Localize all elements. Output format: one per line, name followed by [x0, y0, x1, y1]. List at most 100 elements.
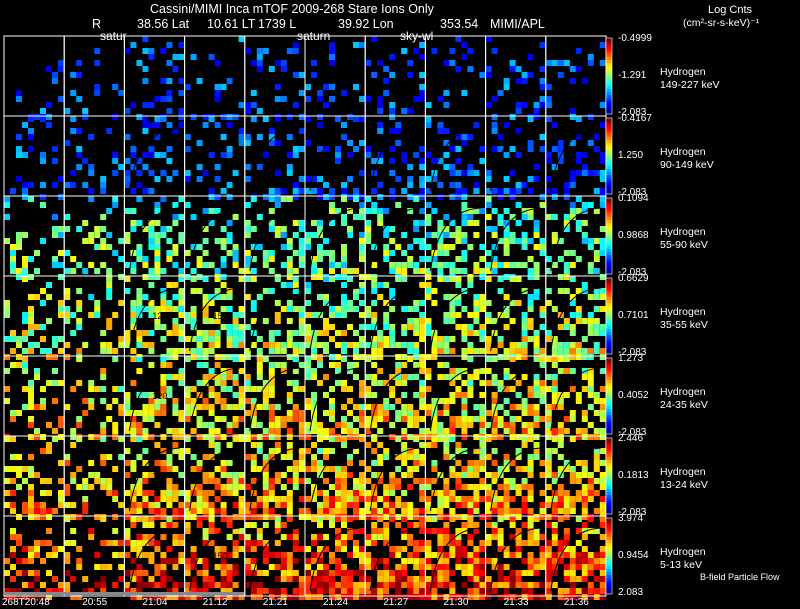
heatmap-cell: [154, 546, 161, 552]
heatmap-cell: [455, 442, 462, 448]
heatmap-panel: [364, 435, 426, 520]
heatmap-cell: [256, 348, 263, 354]
heatmap-cell: [22, 594, 28, 600]
heatmap-cell: [232, 514, 239, 520]
heatmap-cell: [467, 330, 474, 336]
heatmap-cell: [226, 152, 233, 158]
heatmap-cell: [124, 490, 131, 496]
heatmap-cell: [190, 558, 197, 564]
heatmap-cell: [461, 564, 468, 570]
heatmap-cell: [401, 392, 408, 398]
heatmap-cell: [154, 410, 161, 416]
heatmap-cell: [431, 552, 438, 558]
heatmap-cell: [238, 416, 245, 422]
heatmap-cell: [178, 552, 185, 558]
heatmap-cell: [46, 448, 52, 454]
heatmap-cell: [527, 588, 534, 594]
heatmap-cell: [509, 262, 516, 268]
heatmap-cell: [359, 256, 365, 262]
contour-line: [550, 127, 602, 192]
heatmap-cell: [407, 194, 414, 200]
heatmap-cell: [154, 238, 161, 244]
heatmap-cell: [311, 582, 317, 588]
heatmap-cell: [563, 342, 570, 348]
heatmap-cell: [473, 570, 480, 576]
heatmap-panel: [485, 35, 547, 120]
heatmap-cell: [136, 336, 143, 342]
heatmap-cell: [581, 546, 588, 552]
heatmap-cell: [467, 516, 474, 522]
heatmap-cell: [497, 146, 504, 152]
colorbar-segment: [606, 367, 612, 372]
heatmap-cell: [76, 72, 83, 78]
heatmap-cell: [551, 348, 558, 354]
colorbar-segment: [606, 156, 612, 160]
colorbar-segment: [606, 133, 612, 138]
heatmap-cell: [142, 262, 149, 268]
heatmap-cell: [515, 188, 522, 194]
colorbar-segment: [606, 300, 612, 304]
heatmap-cell: [491, 490, 498, 496]
heatmap-cell: [268, 226, 275, 232]
heatmap-cell: [491, 330, 498, 336]
heatmap-cell: [70, 330, 77, 336]
heatmap-cell: [545, 546, 552, 552]
heatmap-cell: [256, 514, 263, 520]
colorbar-segment: [606, 47, 612, 52]
heatmap-cell: [94, 386, 101, 392]
heatmap-cell: [371, 484, 378, 490]
heatmap-cell: [22, 362, 28, 368]
heatmap-cell: [443, 152, 450, 158]
colorbar-segment: [606, 184, 612, 189]
heatmap-cell: [419, 454, 426, 460]
heatmap-cell: [220, 564, 227, 570]
heatmap-cell: [359, 490, 365, 496]
heatmap-cell: [52, 214, 58, 220]
heatmap-cell: [521, 232, 528, 238]
heatmap-cell: [455, 374, 462, 380]
heatmap-cell: [335, 540, 341, 546]
heatmap-cell: [479, 256, 486, 262]
heatmap-cell: [160, 398, 167, 404]
heatmap-cell: [70, 594, 77, 600]
heatmap-cell: [515, 416, 522, 422]
heatmap-cell: [286, 354, 293, 360]
heatmap-cell: [130, 460, 137, 466]
heatmap-cell: [323, 238, 329, 244]
colorbar-segment: [606, 322, 612, 326]
colorbar-segment: [606, 140, 612, 144]
heatmap-cell: [563, 594, 570, 600]
heatmap-cell: [196, 422, 203, 428]
heatmap-cell: [311, 354, 317, 360]
longitude2-readout: 353.54: [440, 17, 479, 31]
heatmap-cell: [485, 262, 492, 268]
heatmap-cell: [491, 496, 498, 502]
heatmap-cell: [329, 336, 335, 342]
heatmap-cell: [142, 428, 149, 434]
heatmap-cell: [311, 374, 317, 380]
heatmap-cell: [485, 502, 492, 508]
heatmap-cell: [317, 250, 323, 256]
heatmap-cell: [76, 348, 83, 354]
heatmap-cell: [64, 312, 71, 318]
heatmap-cell: [461, 514, 468, 520]
contour-line: [429, 367, 481, 432]
heatmap-cell: [184, 250, 191, 256]
heatmap-cell: [473, 122, 480, 128]
heatmap-cell: [557, 342, 564, 348]
heatmap-cell: [311, 398, 317, 404]
heatmap-cell: [395, 362, 402, 368]
heatmap-cell: [166, 90, 173, 96]
heatmap-cell: [226, 250, 233, 256]
heatmap-cell: [569, 508, 576, 514]
heatmap-cell: [395, 374, 402, 380]
heatmap-cell: [503, 466, 510, 472]
heatmap-cell: [202, 306, 209, 312]
heatmap-cell: [190, 318, 197, 324]
heatmap-cell: [473, 208, 480, 214]
heatmap-cell: [461, 202, 468, 208]
heatmap-cell: [166, 300, 173, 306]
heatmap-cell: [413, 436, 420, 442]
heatmap-cell: [82, 238, 89, 244]
heatmap-cell: [184, 356, 191, 362]
